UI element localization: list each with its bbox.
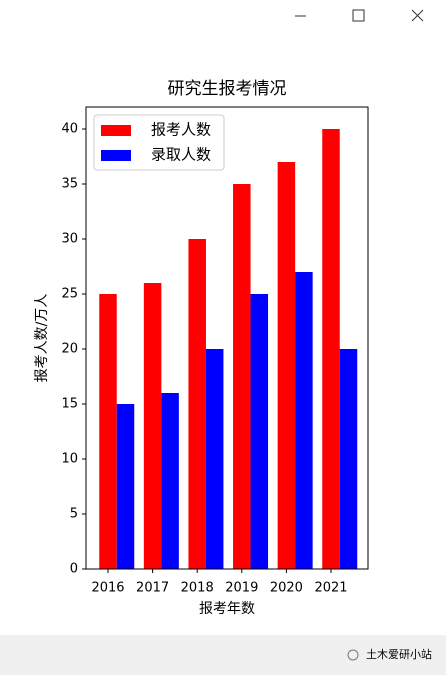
close-button[interactable] (411, 9, 424, 22)
bar (322, 129, 340, 569)
maximize-button[interactable] (352, 9, 365, 22)
legend-swatch (101, 150, 131, 161)
watermark: 土木爱研小站 (366, 647, 432, 661)
bar (205, 349, 224, 569)
y-tick-label: 15 (61, 397, 78, 412)
chart-title: 研究生报考情况 (168, 79, 287, 99)
axes-frame (85, 106, 369, 570)
y-tick-label: 30 (61, 232, 78, 247)
x-tick-label: 2016 (91, 581, 124, 596)
x-tick-label: 2019 (225, 581, 258, 596)
status-bar (0, 635, 446, 675)
bar (277, 162, 296, 569)
bar (295, 272, 313, 569)
x-tick-label: 2017 (136, 581, 169, 596)
x-tick-label: 2020 (270, 581, 303, 596)
x-axis-label: 报考年数 (199, 601, 255, 617)
y-axis-label: 报考人数/万人 (34, 294, 50, 383)
y-tick-label: 25 (61, 287, 78, 302)
y-tick-label: 35 (61, 177, 78, 192)
y-tick-label: 10 (61, 452, 78, 467)
y-tick-label: 40 (61, 122, 78, 137)
bar (116, 404, 135, 569)
bar (161, 393, 179, 569)
bar (339, 349, 358, 569)
bar (99, 294, 117, 569)
y-tick-label: 20 (61, 342, 78, 357)
legend-label: 录取人数 (151, 146, 211, 164)
x-tick-label: 2021 (314, 581, 347, 596)
bar (250, 294, 269, 569)
legend-swatch (101, 125, 131, 136)
legend-label: 报考人数 (151, 121, 211, 139)
y-tick-label: 5 (70, 507, 78, 522)
watermark-icon (347, 649, 359, 661)
bar (188, 239, 206, 569)
bar (143, 283, 162, 569)
bar (233, 184, 251, 569)
x-tick-label: 2018 (181, 581, 214, 596)
y-tick-label: 0 (70, 562, 78, 577)
